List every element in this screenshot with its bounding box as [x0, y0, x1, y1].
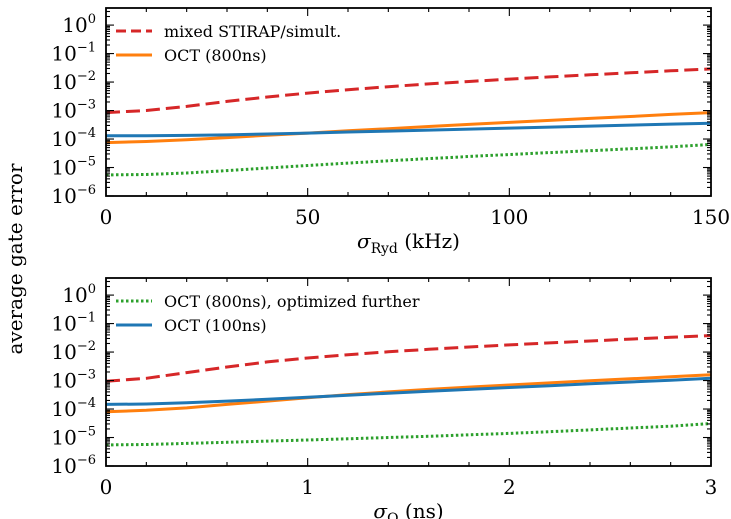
bottom-x-tick-label: 1	[301, 475, 314, 499]
bottom-series-octfurther-line	[105, 422, 712, 447]
bottom-y-tick-label: 10−4	[51, 396, 96, 421]
bottom-series-stirap-line	[105, 334, 712, 383]
top-y-tick-label: 10−4	[51, 126, 96, 151]
bottom-x-tick-label: 2	[503, 475, 516, 499]
bottom-y-tick-label: 100	[62, 282, 96, 307]
bottom-legend-label: OCT (100ns)	[164, 316, 267, 335]
top-series-stirap-line	[105, 67, 712, 115]
bottom-y-tick-label: 10−6	[51, 453, 96, 478]
top-chart-panel: 100 10−1 10−2 10−3 10−4 10−5 10−60 50 100 150 σRyd…	[51, 7, 730, 257]
top-x-tick-label: 100	[490, 205, 528, 229]
top-series-octfurther-line	[105, 142, 712, 177]
top-y-tick-label: 10−2	[51, 69, 96, 94]
bottom-x-axis-label: σΩ (ns)	[373, 499, 443, 519]
bottom-series-oct800-line	[105, 373, 712, 414]
top-x-tick-label: 150	[692, 205, 730, 229]
bottom-y-tick-label: 10−1	[51, 311, 96, 336]
top-x-axis-label: σRyd (kHz)	[357, 229, 460, 257]
top-series-oct100-line	[105, 121, 712, 138]
top-x-tick-label: 0	[100, 205, 113, 229]
bottom-y-tick-label: 10−2	[51, 339, 96, 364]
top-legend-label: OCT (800ns)	[164, 46, 267, 65]
bottom-x-tick-label: 0	[100, 475, 113, 499]
bottom-y-tick-label: 10−3	[51, 368, 96, 393]
top-y-tick-label: 10−5	[51, 155, 96, 180]
top-y-tick-label: 10−6	[51, 183, 96, 208]
bottom-series-oct100-line	[105, 376, 712, 406]
bottom-chart-panel: 100 10−1 10−2 10−3 10−4 10−5 10−60 1 2 3 σΩ (ns) OC…	[51, 277, 718, 519]
bottom-y-tick-label: 10−5	[51, 425, 96, 450]
top-y-tick-label: 10−3	[51, 98, 96, 123]
top-series-oct800-line	[105, 111, 712, 145]
bottom-legend-label: OCT (800ns), optimized further	[164, 292, 420, 311]
y-axis-label: average gate error	[3, 163, 27, 354]
top-y-tick-label: 10−1	[51, 41, 96, 66]
top-x-tick-label: 50	[295, 205, 320, 229]
top-y-tick-label: 100	[62, 12, 96, 37]
top-legend-label: mixed STIRAP/simult.	[164, 22, 341, 41]
bottom-x-tick-label: 3	[705, 475, 718, 499]
